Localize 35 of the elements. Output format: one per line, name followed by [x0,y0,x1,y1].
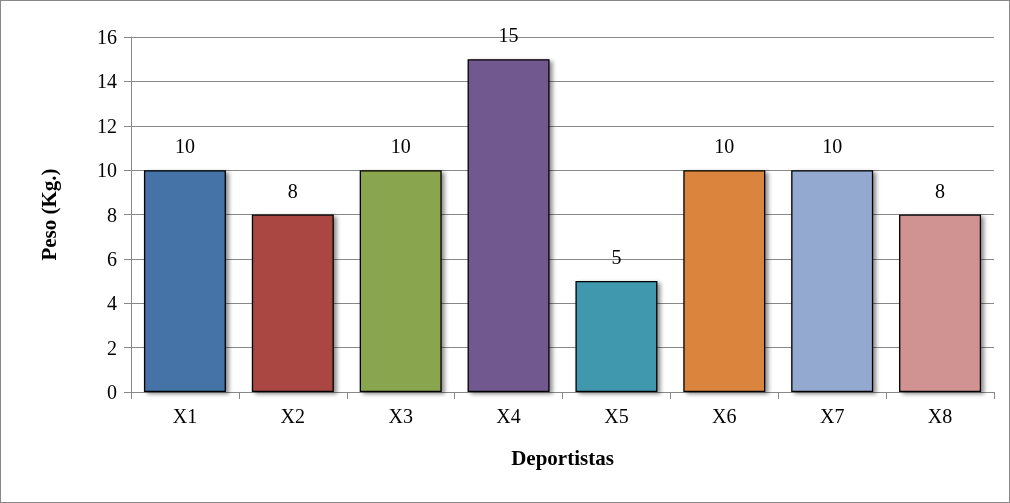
y-tick-label: 4 [107,292,117,315]
data-label: 8 [287,179,298,202]
y-tick-label: 16 [97,26,117,48]
bar [251,214,334,392]
bar [359,170,442,392]
y-tick-label: 8 [107,203,117,226]
y-tick-label: 0 [107,381,117,403]
x-tick-label: X7 [819,405,845,427]
x-tick-label: X4 [496,405,521,427]
y-tick-label: 6 [107,247,117,270]
bar [899,214,982,392]
y-tick-label: 14 [97,70,117,93]
bar [143,170,226,392]
x-tick-label: X1 [172,405,198,427]
bar [791,170,874,392]
x-tick-label: X2 [280,405,306,427]
data-label: 10 [174,135,195,158]
x-tick-label: X6 [712,405,737,427]
bar [467,59,550,392]
x-tick-label: X8 [927,405,953,427]
y-tick-label: 12 [97,114,117,137]
y-tick-label: 10 [97,159,117,182]
y-tick-label: 2 [107,336,117,359]
data-label: 10 [714,135,735,158]
x-tick-label: X3 [388,405,413,427]
bar [575,281,658,392]
x-tick-label: X5 [604,405,629,427]
data-label: 15 [498,24,519,47]
data-label: 10 [822,135,843,158]
data-label: 10 [390,135,411,158]
x-axis-title: Deportistas [511,445,614,470]
data-label: 8 [935,179,946,202]
data-label: 5 [611,246,622,269]
bar [683,170,766,392]
y-axis-title: Peso (Kg.) [36,168,61,261]
